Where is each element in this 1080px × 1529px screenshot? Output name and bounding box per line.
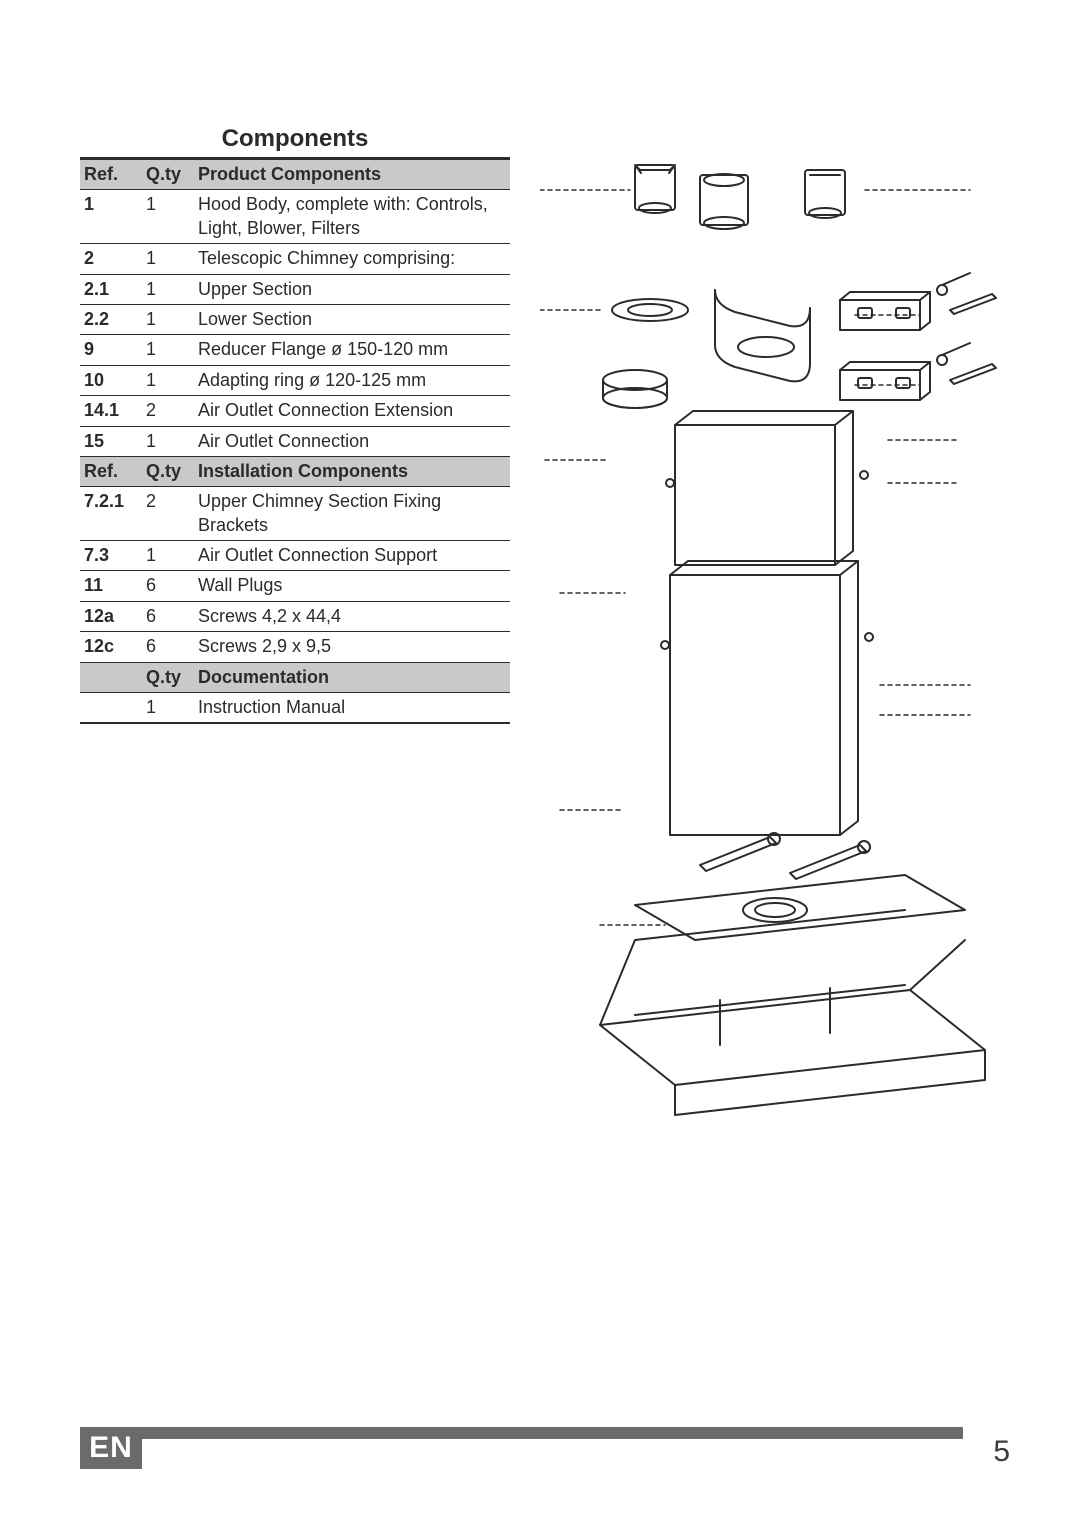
adapting-ring [603,370,667,408]
table-section-header: Ref.Q.tyInstallation Components [80,456,510,486]
exploded-view-svg [540,145,1010,1125]
table-row: 12c6Screws 2,9 x 9,5 [80,632,510,662]
footer-page-number: 5 [963,1437,1010,1469]
duct-3 [805,170,845,218]
hood-body [600,875,985,1115]
air-outlet-support [715,290,810,381]
fixing-bracket-2 [840,362,930,400]
table-row: 11Hood Body, complete with: Controls, Li… [80,190,510,244]
long-screws [700,833,870,879]
components-table-column: Components Ref.Q.tyProduct Components11H… [80,125,510,1125]
page-footer: EN 5 [80,1427,1010,1469]
table-row: 7.2.12Upper Chimney Section Fixing Brack… [80,487,510,541]
lower-chimney [661,561,873,835]
table-row: 91Reducer Flange ø 150-120 mm [80,335,510,365]
plug-screw-2 [937,343,996,384]
exploded-diagram [540,125,1010,1125]
table-row: 12a6Screws 4,2 x 44,4 [80,601,510,631]
duct-2 [700,174,748,229]
table-row: 14.12Air Outlet Connection Extension [80,396,510,426]
table-row: 7.31Air Outlet Connection Support [80,541,510,571]
upper-chimney [666,411,868,565]
footer-divider-bar [142,1427,963,1439]
duct-1 [635,165,675,213]
components-table: Ref.Q.tyProduct Components11Hood Body, c… [80,157,510,724]
section-title: Components [80,125,510,153]
table-row: 2.21Lower Section [80,304,510,334]
footer-language-badge: EN [80,1427,142,1469]
table-row: 151Air Outlet Connection [80,426,510,456]
reducer-flange [612,299,688,321]
table-row: 1Instruction Manual [80,693,510,724]
table-section-header: Q.tyDocumentation [80,662,510,692]
table-row: 101Adapting ring ø 120-125 mm [80,365,510,395]
table-row: 2.11Upper Section [80,274,510,304]
plug-screw-1 [937,273,996,314]
fixing-bracket-1 [840,292,930,330]
table-section-header: Ref.Q.tyProduct Components [80,159,510,190]
table-row: 21Telescopic Chimney comprising: [80,244,510,274]
table-row: 116Wall Plugs [80,571,510,601]
